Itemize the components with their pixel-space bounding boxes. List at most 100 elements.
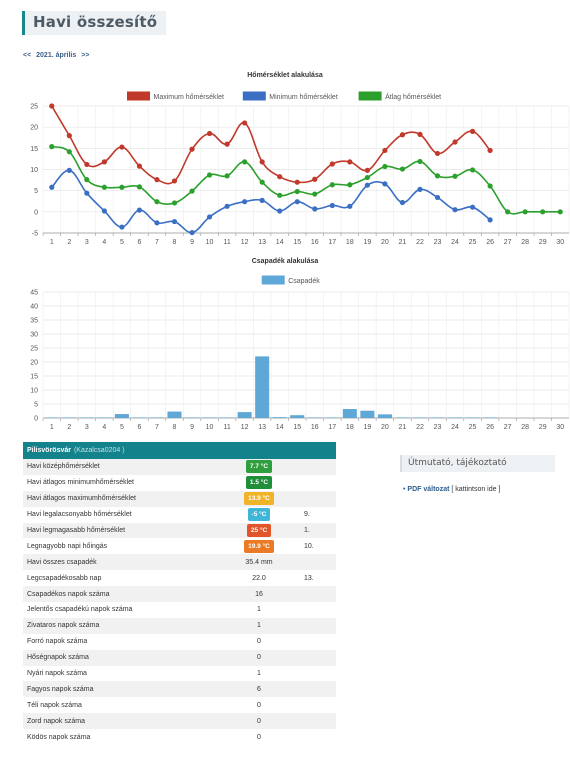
stats-row: Havi legalacsonyabb hőmérséklet -5 °C 9. <box>23 507 336 523</box>
legend-swatch <box>261 275 285 285</box>
stats-value-cell: 25 °C <box>224 522 294 539</box>
stats-day-note <box>294 649 336 666</box>
data-point <box>154 199 160 205</box>
x-tick-label: 21 <box>399 239 407 246</box>
data-point <box>206 172 213 178</box>
precipitation-bar <box>132 417 147 418</box>
stats-value: 0 <box>257 638 261 646</box>
y-tick-label: 15 <box>30 374 38 381</box>
data-point <box>469 204 476 210</box>
value-badge: -5 °C <box>247 508 271 522</box>
stats-day-note: 13. <box>304 574 314 582</box>
x-tick-label: 26 <box>486 239 494 246</box>
stats-value-cell: 0 <box>224 729 294 745</box>
stats-value-cell: -5 °C <box>224 507 294 523</box>
value-badge: 19.9 °C <box>244 539 274 553</box>
stats-row: Havi összes csapadék 35.4 mm <box>23 554 336 571</box>
stats-value-cell: 1 <box>224 617 294 634</box>
x-tick-label: 24 <box>451 424 459 431</box>
x-tick-label: 13 <box>258 424 266 431</box>
stats-label: Zord napok száma <box>23 713 224 730</box>
x-tick-label: 22 <box>416 239 424 246</box>
legend-label: Csapadék <box>288 278 320 285</box>
x-tick-label: 12 <box>241 424 249 431</box>
x-tick-label: 30 <box>556 239 564 246</box>
data-point <box>347 182 353 188</box>
x-tick-label: 8 <box>173 239 177 246</box>
x-tick-label: 18 <box>346 424 354 431</box>
data-point <box>364 167 370 173</box>
data-point <box>242 159 248 165</box>
precipitation-bar <box>412 417 427 418</box>
data-point <box>312 191 318 197</box>
y-tick-label: -5 <box>32 231 38 238</box>
x-tick-label: 13 <box>258 239 266 246</box>
data-point <box>487 147 493 154</box>
data-point <box>382 147 388 154</box>
x-tick-label: 19 <box>363 424 371 431</box>
stats-label: Legcsapadékosabb nap <box>27 574 102 582</box>
precipitation-bar <box>483 417 498 418</box>
data-point <box>329 161 335 167</box>
y-tick-label: 0 <box>34 209 38 216</box>
stats-label: Havi átlagos maximumhőmérséklet <box>23 490 224 507</box>
y-tick-label: 35 <box>30 318 38 325</box>
y-tick-label: 10 <box>30 388 38 395</box>
stats-row: Havi átlagos minimumhőmérséklet 1.5 °C <box>23 475 336 491</box>
x-tick-label: 9 <box>190 239 194 246</box>
data-point <box>452 207 458 213</box>
value-badge: 7.7 °C <box>245 460 273 474</box>
x-tick-label: 17 <box>328 239 336 246</box>
data-point <box>259 197 265 204</box>
data-point <box>171 178 178 184</box>
data-point <box>84 161 90 168</box>
x-tick-label: 25 <box>469 239 477 246</box>
precipitation-bar <box>465 417 480 418</box>
data-point <box>382 181 388 187</box>
stats-day-note <box>294 617 336 634</box>
next-month-link[interactable]: >> <box>81 52 90 59</box>
data-point <box>452 139 458 145</box>
stats-row: Havi legmagasabb hőmérséklet 25 °C 1. <box>23 522 336 539</box>
stats-label: Ködös napok száma <box>27 733 91 741</box>
data-point <box>224 203 230 209</box>
stats-day-note <box>294 602 336 618</box>
x-tick-label: 12 <box>241 239 249 246</box>
stats-value: 35.4 mm <box>245 558 273 566</box>
data-point <box>505 209 511 215</box>
stats-day-note <box>294 729 336 745</box>
data-point <box>206 130 213 137</box>
stats-day-note <box>294 697 336 713</box>
stats-label: Fagyos napok száma <box>23 681 224 698</box>
data-point <box>399 199 406 206</box>
y-tick-label: 0 <box>34 416 38 423</box>
prev-month-link[interactable]: << <box>23 52 32 59</box>
x-tick-label: 20 <box>381 424 389 431</box>
precipitation-bar <box>377 414 392 418</box>
precipitation-bar <box>202 417 217 418</box>
precipitation-bar <box>430 417 445 418</box>
stats-day-note <box>294 681 336 698</box>
data-point <box>49 184 55 190</box>
data-point <box>259 179 265 185</box>
precipitation-bar <box>325 417 340 418</box>
precipitation-bar <box>307 417 322 418</box>
precipitation-bar <box>237 412 252 418</box>
precipitation-bar <box>272 417 287 418</box>
x-tick-label: 20 <box>381 239 389 246</box>
stats-value-cell: 1.5 °C <box>224 475 294 491</box>
stats-label: Nyári napok száma <box>27 670 87 678</box>
x-tick-label: 2 <box>67 239 71 246</box>
pdf-version-link[interactable]: PDF változat <box>407 486 450 493</box>
x-tick-label: 11 <box>223 239 230 246</box>
stats-row: Legnagyobb napi hőingás 19.9 °C 10. <box>23 538 336 554</box>
legend-swatch <box>358 91 382 101</box>
stats-value-cell: 22.0 <box>224 570 294 586</box>
y-tick-label: 20 <box>30 360 38 367</box>
precipitation-bar <box>342 409 357 418</box>
stats-value: 1 <box>257 606 261 614</box>
stats-label: Csapadékos napok száma <box>23 586 224 603</box>
data-point <box>189 188 195 194</box>
y-tick-label: 40 <box>30 304 38 311</box>
x-tick-label: 10 <box>206 424 214 431</box>
